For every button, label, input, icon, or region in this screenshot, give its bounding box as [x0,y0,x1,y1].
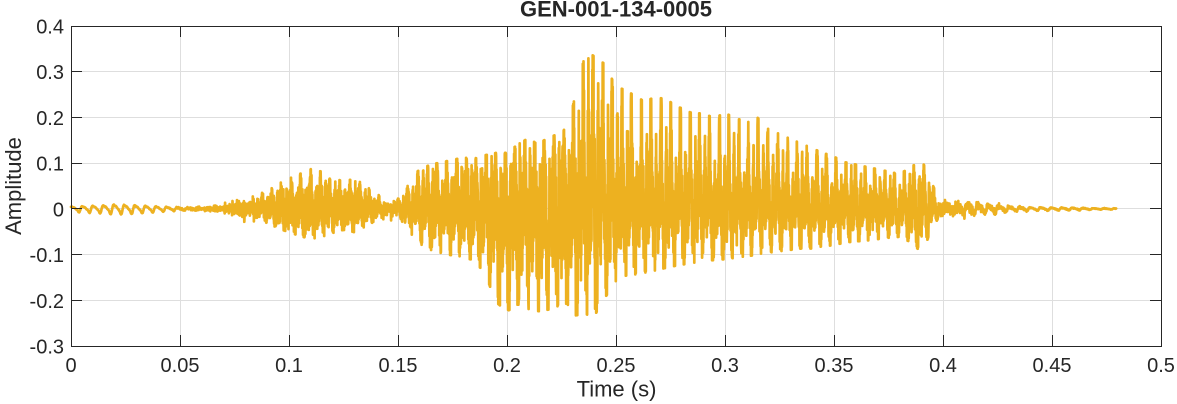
svg-text:0.5: 0.5 [1147,355,1175,377]
svg-text:GEN-001-134-0005: GEN-001-134-0005 [520,0,712,22]
svg-text:0.4: 0.4 [929,355,957,377]
svg-text:0.15: 0.15 [379,355,418,377]
svg-text:-0.1: -0.1 [30,245,64,267]
svg-text:0.35: 0.35 [815,355,854,377]
svg-text:0.25: 0.25 [597,355,636,377]
svg-text:0.2: 0.2 [36,108,64,130]
svg-text:0: 0 [53,199,64,221]
svg-text:Time (s): Time (s) [577,377,657,402]
svg-text:0.3: 0.3 [36,62,64,84]
svg-text:0.45: 0.45 [1033,355,1072,377]
svg-text:0.1: 0.1 [36,154,64,176]
svg-text:Amplitude: Amplitude [1,137,26,235]
svg-text:-0.2: -0.2 [30,291,64,313]
svg-text:0.3: 0.3 [711,355,739,377]
svg-text:0.2: 0.2 [493,355,521,377]
svg-text:0.05: 0.05 [161,355,200,377]
svg-text:0.1: 0.1 [275,355,303,377]
svg-text:0: 0 [65,355,76,377]
svg-text:-0.3: -0.3 [30,337,64,359]
svg-text:0.4: 0.4 [36,17,64,39]
